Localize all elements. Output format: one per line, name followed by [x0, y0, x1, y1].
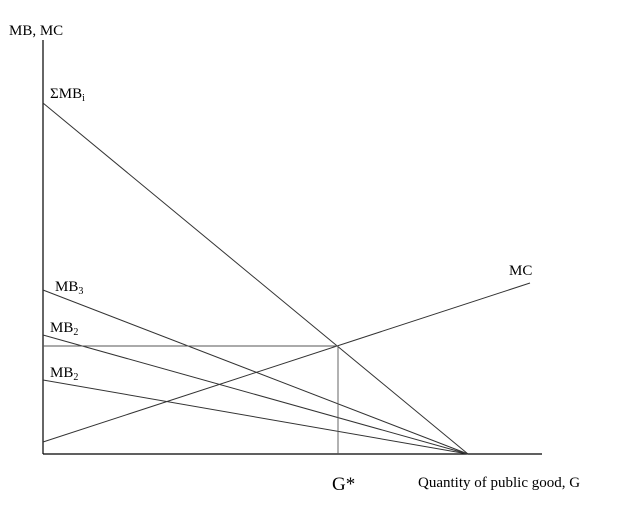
y-axis-label: MB, MC [9, 23, 63, 39]
sum-mb-curve [42, 102, 469, 455]
mb3-curve [42, 289, 469, 455]
mb3-label: MB3 [55, 279, 83, 297]
mb2-upper-label: MB2 [50, 320, 78, 338]
x-axis-label: Quantity of public good, G [418, 475, 580, 491]
mc-label: MC [509, 263, 532, 279]
mb2-lower-curve [42, 379, 469, 455]
equilibrium-quantity-label: G* [332, 474, 355, 495]
sum-mb-label: ΣMBi [50, 86, 85, 104]
mb2-upper-curve [42, 334, 469, 455]
mc-curve [42, 282, 531, 443]
mb2-lower-label: MB2 [50, 365, 78, 383]
